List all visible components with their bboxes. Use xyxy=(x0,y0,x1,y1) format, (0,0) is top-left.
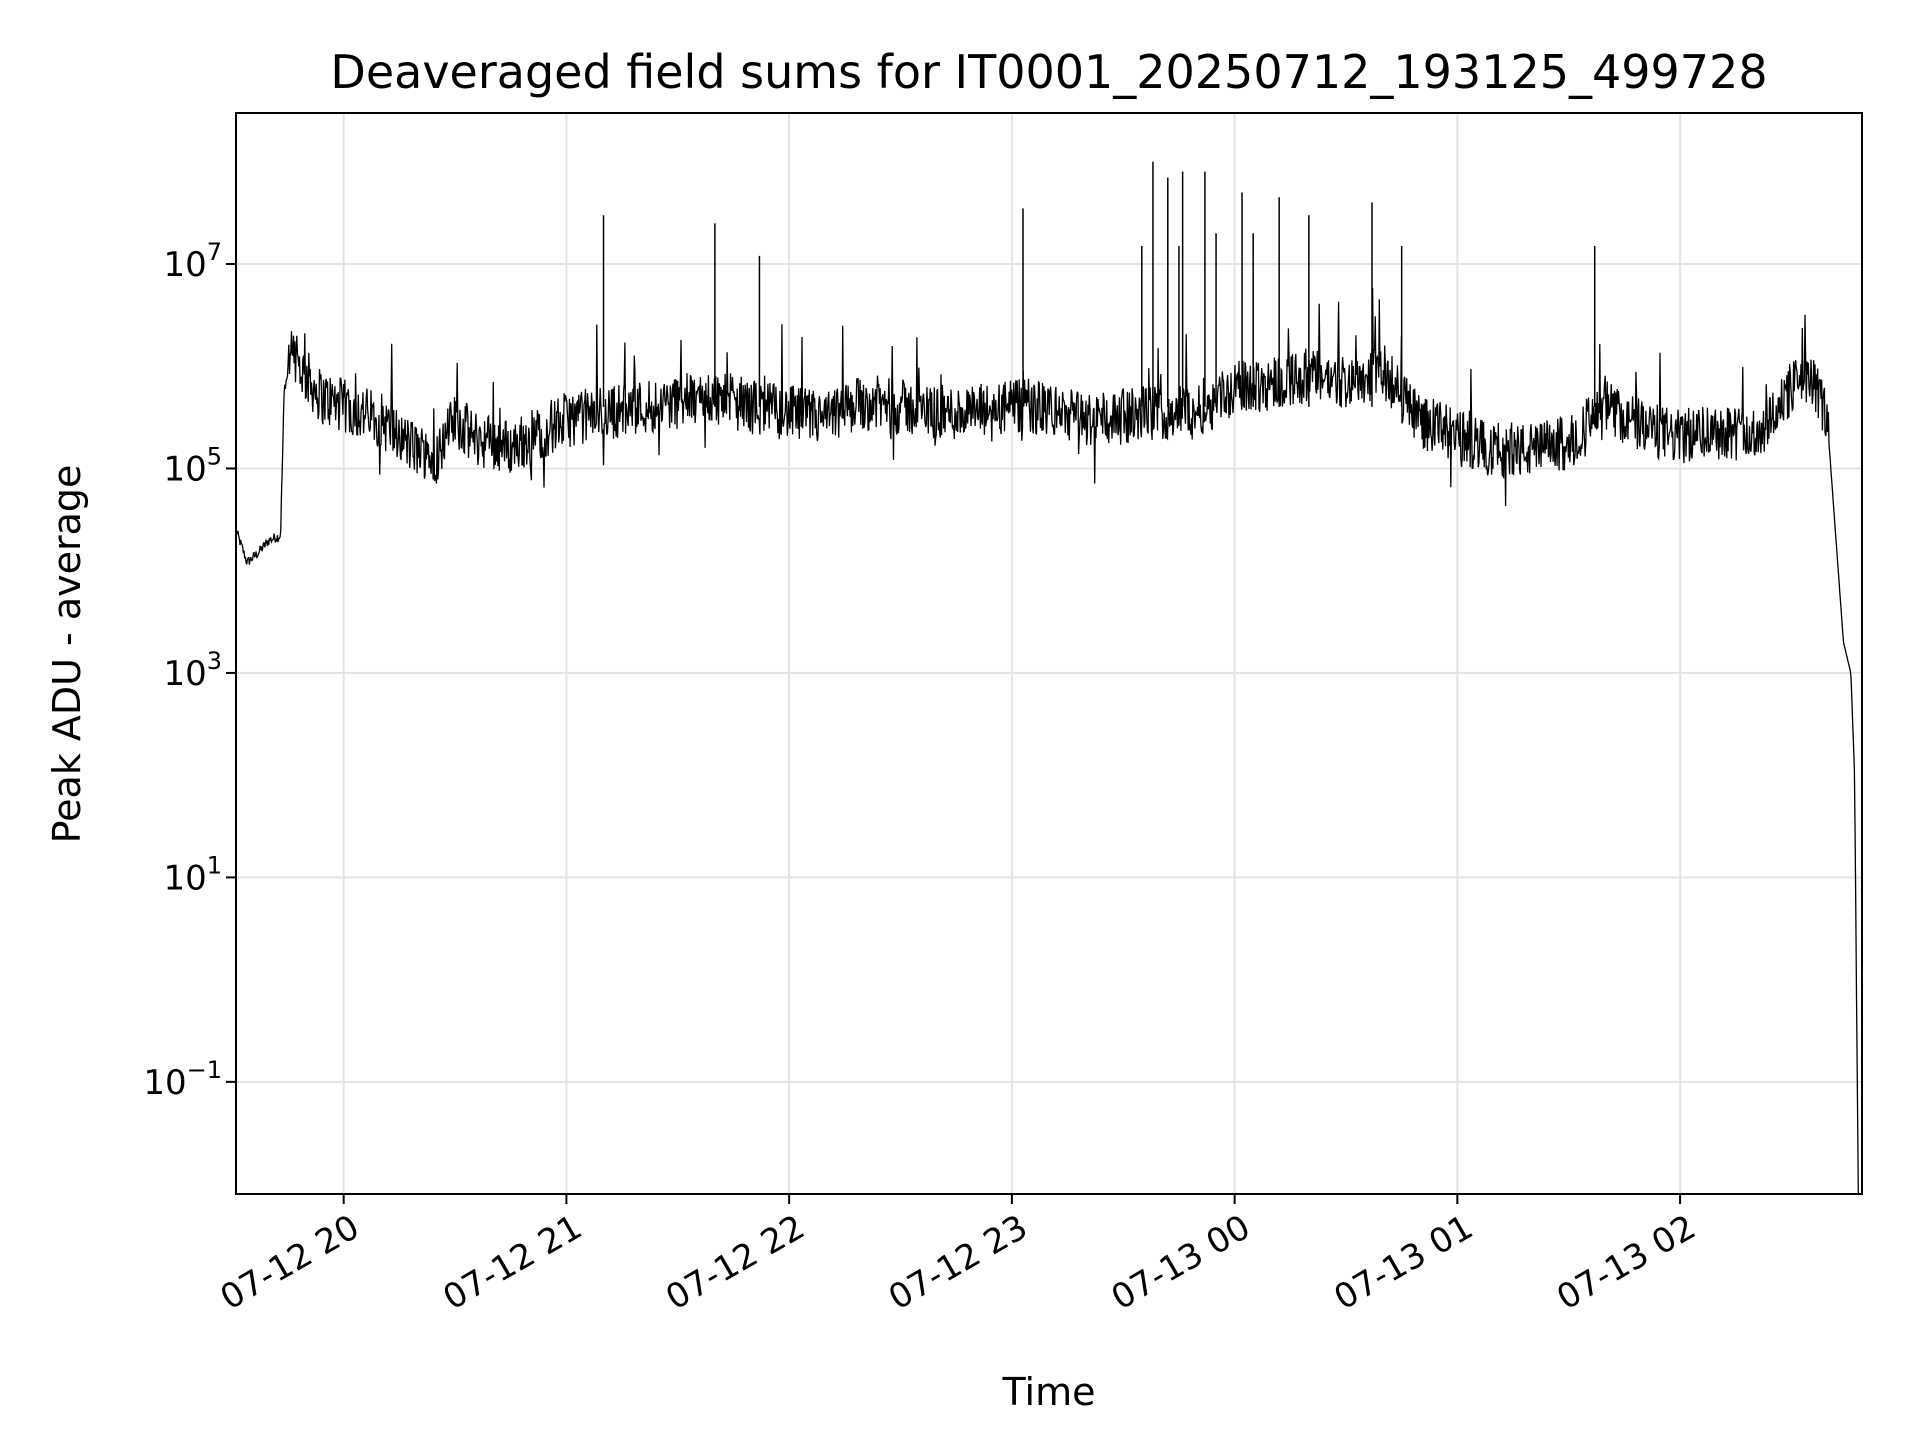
data-line xyxy=(235,161,1859,1195)
chart-title: Deaveraged field sums for IT0001_2025071… xyxy=(330,45,1767,99)
x-axis-label: Time xyxy=(1002,1370,1096,1414)
series-line xyxy=(235,287,1859,1195)
y-tick-label: 101 xyxy=(163,851,222,898)
y-axis-label: Peak ADU - average xyxy=(45,465,89,844)
y-tick-label: 105 xyxy=(163,442,222,489)
y-tick-label: 10−1 xyxy=(143,1056,222,1103)
y-axis: 107 105 103 101 10−1 xyxy=(143,238,236,1103)
grid xyxy=(236,113,1862,1194)
y-tick-label: 107 xyxy=(163,238,222,285)
y-tick-label: 103 xyxy=(163,647,222,694)
plot-frame xyxy=(235,112,1863,1195)
